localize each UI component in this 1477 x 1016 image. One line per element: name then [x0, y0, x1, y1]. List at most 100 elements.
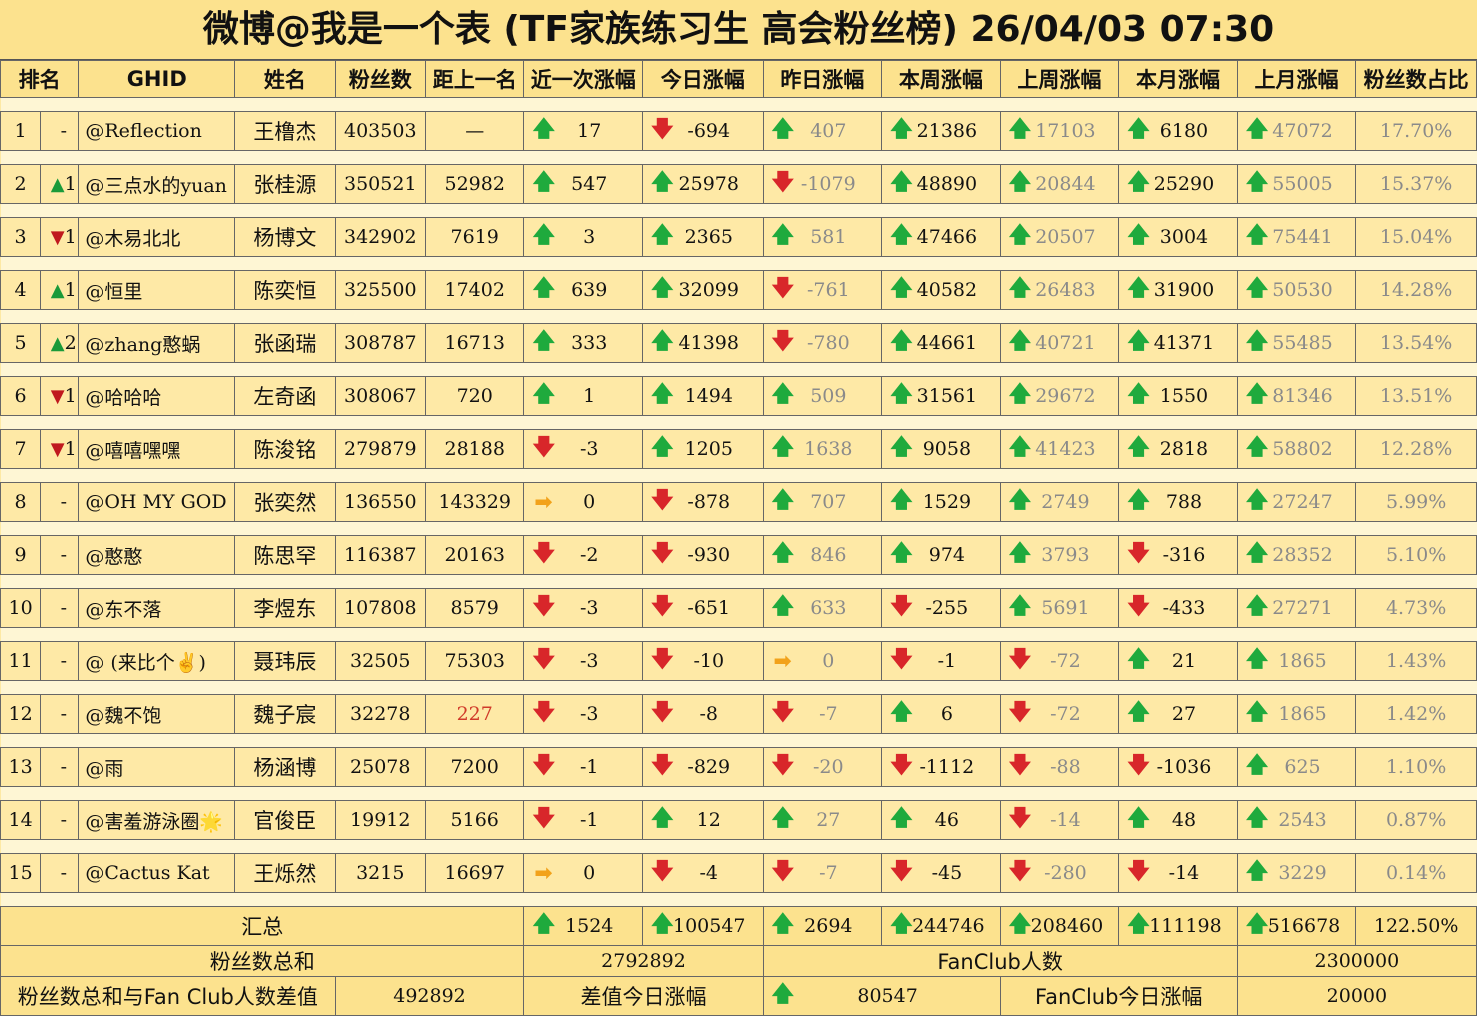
ghid-cell[interactable]: @魏不饱	[78, 694, 236, 734]
arrow-up-icon: 🡅	[1245, 806, 1269, 831]
arrow-down-icon: 🡇	[532, 594, 556, 619]
table-row[interactable]: 3 ▼1 @木易北北 杨博文 342902 7619 🡅 3 🡅 2365 🡅 581 🡅 47466 🡅 2…	[0, 217, 1477, 257]
column-header[interactable]: 距上一名	[424, 60, 525, 98]
lweek-change-cell: 🡅 41423	[999, 429, 1120, 469]
ghid-cell[interactable]: @zhang憨蜗	[78, 323, 236, 363]
arrow-down-icon: 🡇	[771, 329, 795, 354]
table-row[interactable]: 5 ▲2 @zhang憨蜗 张函瑞 308787 16713 🡅 333 🡅 41398 🡇 -780…	[0, 323, 1477, 363]
rank-up-icon: ▲	[50, 333, 65, 354]
week-change-cell: 🡅 1529	[881, 482, 1001, 522]
arrow-up-icon: 🡅	[771, 117, 795, 142]
rank-cell: 12	[0, 694, 42, 734]
column-header[interactable]: 本周涨幅	[881, 60, 1001, 98]
table-row[interactable]: 9- @憨憨 陈思罕 116387 20163 🡇 -2 🡇 -930 🡅 846 🡅 974 🡅 3793…	[0, 535, 1477, 575]
arrow-up-icon: 🡅	[1245, 700, 1269, 725]
column-header[interactable]: 排名	[0, 60, 80, 98]
column-header[interactable]: GHID	[78, 60, 236, 98]
arrow-up-icon: 🡅	[1008, 435, 1032, 460]
arrow-up-icon: 🡅	[1245, 859, 1269, 884]
table-row[interactable]: 11- @ (来比个✌) 聂玮辰 32505 75303 🡇 -3 🡇 -10 ➡ 0 🡇 -1 🡇 -72…	[0, 641, 1477, 681]
ghid-cell[interactable]: @恒里	[78, 270, 236, 310]
arrow-up-icon: 🡅	[771, 541, 795, 566]
ghid-cell[interactable]: @憨憨	[78, 535, 236, 575]
ghid-cell[interactable]: @嘻嘻嘿嘿	[78, 429, 236, 469]
arrow-up-icon: 🡅	[650, 435, 674, 460]
column-header[interactable]: 本月涨幅	[1118, 60, 1238, 98]
arrow-up-icon: 🡅	[890, 806, 913, 831]
ghid-cell[interactable]: @木易北北	[78, 217, 236, 257]
column-header[interactable]: 昨日涨幅	[762, 60, 883, 98]
name-cell: 杨涵博	[234, 747, 336, 787]
table-row[interactable]: 1- @Reflection 王橹杰 403503— 🡅 17 🡇 -694 🡅 407 🡅 2138…	[0, 111, 1477, 151]
recent-change-cell: 🡇 -3	[523, 641, 643, 681]
week-change-cell: 🡅 21386	[881, 111, 1001, 151]
table-row[interactable]: 2 ▲1 @三点水的yuan 张桂源 350521 52982 🡅 547 🡅 25978 🡇 -10…	[0, 164, 1477, 204]
yday-change-cell: 🡅 633	[762, 588, 883, 628]
ghid-cell[interactable]: @害羞游泳圈🌟	[78, 800, 236, 840]
table-row[interactable]: 7 ▼1 @嘻嘻嘿嘿 陈浚铭 279879 28188 🡇 -3 🡅 1205 🡅 1638 🡅 9058…	[0, 429, 1477, 469]
column-header[interactable]: 粉丝数占比	[1355, 60, 1477, 98]
ghid-cell[interactable]: @ (来比个✌)	[78, 641, 236, 681]
arrow-down-icon: 🡇	[532, 435, 556, 460]
arrow-up-icon: 🡅	[771, 223, 795, 248]
ghid-cell[interactable]: @Cactus Kat	[78, 853, 236, 893]
ghid-cell[interactable]: @OH MY GOD	[78, 482, 236, 522]
arrow-right-icon: ➡	[773, 648, 792, 674]
week-change-cell: 🡇 -255	[881, 588, 1001, 628]
ghid-cell[interactable]: @Reflection	[78, 111, 236, 151]
ghid-cell[interactable]: @三点水的yuan	[78, 164, 236, 204]
table-row[interactable]: 15- @Cactus Kat 王烁然 3215 16697 ➡ 0 🡇 -4 🡇 -7 🡇 -45 🡇 -…	[0, 853, 1477, 893]
week-change-cell: 🡅 46	[881, 800, 1001, 840]
table-row[interactable]: 14- @害羞游泳圈🌟 官俊臣 19912 5166 🡇 -1 🡅 12 🡅 27 🡅 46 🡇 -14 🡅 4…	[0, 800, 1477, 840]
arrow-up-icon: 🡅	[532, 912, 556, 937]
gap-cell: 75303	[424, 641, 525, 681]
table-row[interactable]: 8- @OH MY GOD 张奕然 136550 143329 ➡ 0 🡇 -878 🡅 707 🡅 1…	[0, 482, 1477, 522]
today-change-cell: 🡅 2365	[641, 217, 764, 257]
month-change-cell: 🡅 31900	[1118, 270, 1238, 310]
fans-sum-label: 粉丝数总和	[0, 945, 525, 977]
arrow-up-icon: 🡅	[890, 541, 913, 566]
share-cell: 15.37%	[1355, 164, 1477, 204]
column-header[interactable]: 上周涨幅	[999, 60, 1120, 98]
month-change-cell: 🡅 21	[1118, 641, 1238, 681]
ghid-cell[interactable]: @雨	[78, 747, 236, 787]
ranking-table: 排名 GHID 姓名 粉丝数 距上一名 近一次涨幅 今日涨幅 昨日涨幅 本周涨幅…	[0, 60, 1477, 1016]
column-header[interactable]: 姓名	[234, 60, 336, 98]
arrow-down-icon: 🡇	[890, 753, 913, 778]
fans-cell: 25078	[334, 747, 426, 787]
table-row[interactable]: 10- @东不落 李煜东 107808 8579 🡇 -3 🡇 -651 🡅 633 🡇 -255 🡅 56…	[0, 588, 1477, 628]
yday-change-cell: 🡇 -761	[762, 270, 883, 310]
summary-yday: 🡅 2694	[762, 906, 883, 946]
today-change-cell: 🡇 -930	[641, 535, 764, 575]
arrow-up-icon: 🡅	[532, 170, 556, 195]
share-cell: 4.73%	[1355, 588, 1477, 628]
arrow-up-icon: 🡅	[1008, 541, 1032, 566]
week-change-cell: 🡅 9058	[881, 429, 1001, 469]
table-row[interactable]: 6 ▼1 @哈哈哈 左奇函 308067 720 🡅 1 🡅 1494 🡅 509 🡅 31561 🡅 296…	[0, 376, 1477, 416]
table-row[interactable]: 13- @雨 杨涵博 25078 7200 🡇 -1 🡇 -829 🡇 -20 🡇 -1112 🡇 -88 🡇…	[0, 747, 1477, 787]
column-header[interactable]: 粉丝数	[334, 60, 426, 98]
arrow-down-icon: 🡇	[1008, 647, 1032, 672]
column-header[interactable]: 今日涨幅	[641, 60, 764, 98]
month-change-cell: 🡅 25290	[1118, 164, 1238, 204]
arrow-up-icon: 🡅	[1245, 753, 1269, 778]
column-header[interactable]: 近一次涨幅	[523, 60, 643, 98]
rank-change-cell: -	[40, 747, 80, 787]
ghid-cell[interactable]: @哈哈哈	[78, 376, 236, 416]
arrow-up-icon: 🡅	[1008, 488, 1032, 513]
table-row[interactable]: 4 ▲1 @恒里 陈奕恒 325500 17402 🡅 639 🡅 32099 🡇 -761 🡅 4058…	[0, 270, 1477, 310]
rank-cell: 3	[0, 217, 42, 257]
lmonth-change-cell: 🡅 1865	[1236, 641, 1357, 681]
arrow-up-icon: 🡅	[771, 912, 795, 937]
table-row[interactable]: 12- @魏不饱 魏子宸 32278 227 🡇 -3 🡇 -8 🡇 -7 🡅 6 🡇 -72 🡅 27 🡅 186…	[0, 694, 1477, 734]
summary-lweek: 🡅 208460	[999, 906, 1120, 946]
column-header[interactable]: 上月涨幅	[1236, 60, 1357, 98]
name-cell: 陈浚铭	[234, 429, 336, 469]
name-cell: 陈奕恒	[234, 270, 336, 310]
rank-change-cell: -	[40, 535, 80, 575]
arrow-up-icon: 🡅	[1127, 170, 1150, 195]
ghid-cell[interactable]: @东不落	[78, 588, 236, 628]
fanclub-today-value: 20000	[1236, 976, 1477, 1016]
gap-cell: 16697	[424, 853, 525, 893]
week-change-cell: 🡇 -1112	[881, 747, 1001, 787]
